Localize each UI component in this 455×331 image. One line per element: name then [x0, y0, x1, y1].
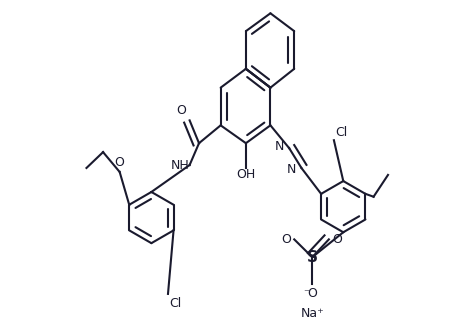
Text: Cl: Cl — [170, 297, 182, 309]
Text: OH: OH — [236, 168, 256, 181]
Text: O: O — [307, 287, 317, 300]
Text: N: N — [287, 163, 297, 176]
Text: Cl: Cl — [335, 125, 348, 139]
Text: S: S — [307, 250, 318, 265]
Text: O: O — [115, 156, 125, 169]
Text: O: O — [177, 104, 187, 117]
Text: O: O — [281, 233, 291, 246]
Text: Na⁺: Na⁺ — [300, 307, 324, 320]
Text: ⁻: ⁻ — [303, 288, 309, 298]
Text: O: O — [332, 233, 342, 246]
Text: NH: NH — [171, 159, 190, 171]
Text: N: N — [275, 140, 284, 153]
